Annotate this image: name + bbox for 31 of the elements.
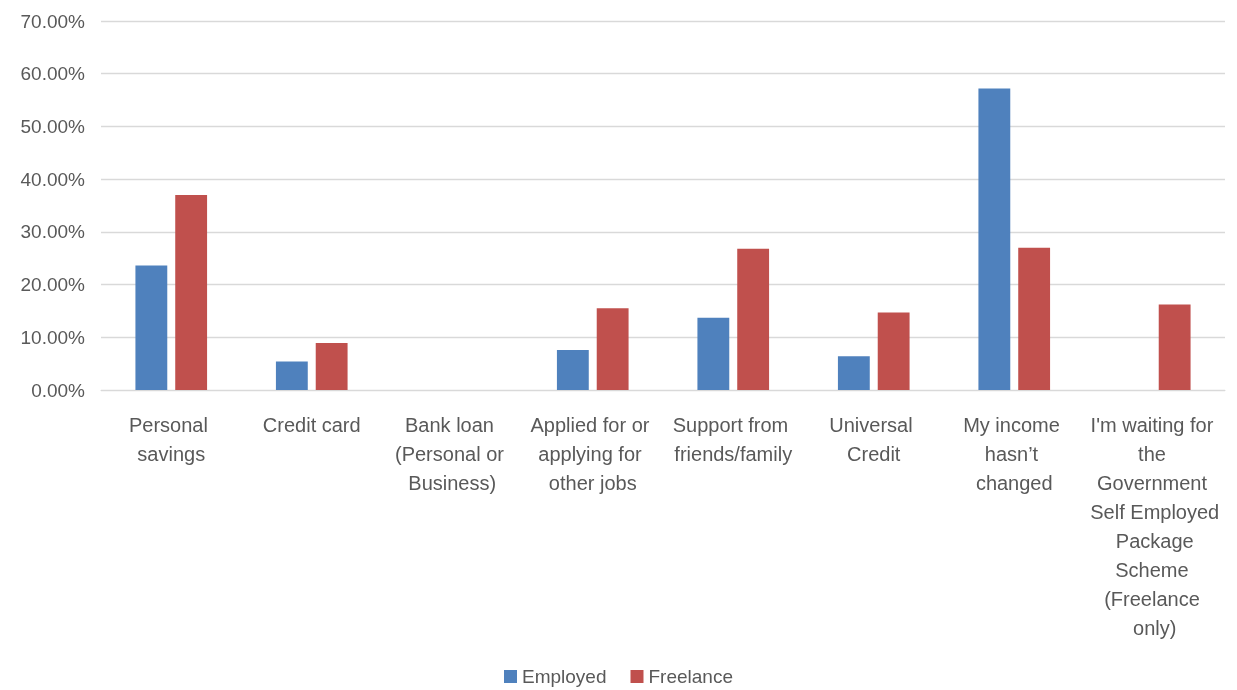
bar	[315, 343, 348, 390]
x-tick-label: Universal Credit	[829, 413, 919, 465]
bar	[275, 361, 308, 390]
bar	[1158, 304, 1191, 390]
x-tick-label: Support from friends/family	[672, 413, 794, 465]
x-tick-label: Bank loan (Personal or Business)	[395, 413, 510, 494]
x-tick-label: My income hasn’t changed	[963, 413, 1066, 494]
bar	[596, 308, 629, 390]
bar	[837, 356, 870, 390]
y-tick-label: 50.00%	[20, 115, 86, 137]
bar	[978, 88, 1011, 390]
y-tick-label: 70.00%	[20, 10, 86, 32]
bar	[877, 312, 910, 390]
legend-label: Employed	[522, 666, 607, 687]
x-tick-label: Applied for or applying for other jobs	[530, 413, 656, 494]
legend-label: Freelance	[648, 666, 733, 687]
y-tick-label: 60.00%	[20, 63, 86, 85]
bar	[135, 265, 168, 390]
bar	[556, 349, 589, 390]
y-tick-label: 40.00%	[20, 168, 86, 190]
bar	[737, 248, 770, 390]
x-tick-label: Personal savings	[129, 413, 214, 465]
bar	[175, 194, 208, 390]
y-tick-label: 30.00%	[20, 221, 86, 243]
y-tick-label: 10.00%	[20, 326, 86, 348]
bar	[1018, 247, 1051, 390]
y-tick-label: 0.00%	[31, 379, 86, 401]
y-tick-label: 20.00%	[20, 274, 86, 296]
x-tick-label: Credit card	[262, 413, 361, 436]
x-tick-label: I'm waiting for the Government Self Employed Package Scheme (Freelance only)	[1090, 413, 1220, 639]
bar	[697, 317, 730, 390]
